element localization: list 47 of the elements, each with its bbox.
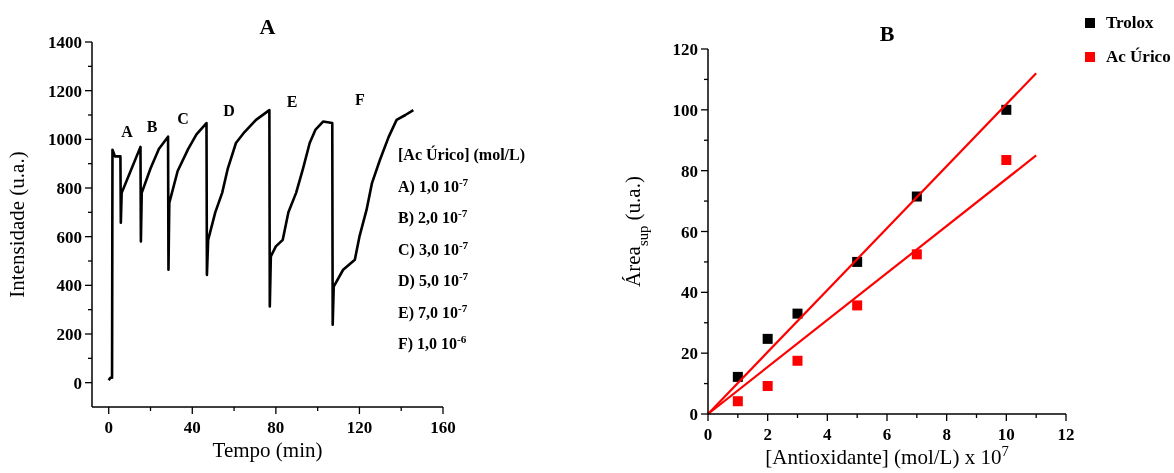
y-tick-label: 40 xyxy=(681,283,698,303)
y-tick-label: 1400 xyxy=(48,33,82,52)
annotation: F) 1,0 10$^{-6}$ xyxy=(398,333,467,353)
x-tick-label: 2 xyxy=(763,425,772,444)
y-tick-label: 600 xyxy=(56,227,82,247)
legend-label: Ac Úrico xyxy=(1106,47,1171,66)
legend-label: Trolox xyxy=(1106,13,1155,32)
annotation: C) 3,0 10$^{-7}$ xyxy=(398,238,469,259)
x-tick-label: 40 xyxy=(183,418,201,437)
y-axis-title: Intensidade (u.a.) xyxy=(5,151,29,298)
x-axis-title: [Antioxidante] (mol/L) x 10$^{7}$ xyxy=(765,443,1009,469)
annotation: B) 2,0 10$^{-7}$ xyxy=(398,207,468,227)
annotation: D) 5,0 10$^{-7}$ xyxy=(398,270,469,290)
y-tick-label: 0 xyxy=(689,405,698,424)
annotation: B xyxy=(146,118,158,135)
x-tick-label: 12 xyxy=(1057,425,1075,444)
y-tick-label: 60 xyxy=(681,222,698,242)
y-tick-label: 0 xyxy=(73,373,82,393)
x-tick-label: 160 xyxy=(430,418,456,437)
x-tick-label: 80 xyxy=(267,418,285,437)
x-tick-label: 0 xyxy=(703,425,713,444)
y-tick-label: 20 xyxy=(681,344,698,364)
x-tick-label: 120 xyxy=(346,418,373,437)
annotation: E) 7,0 10$^{-7}$ xyxy=(398,301,468,322)
annotation: A xyxy=(121,123,134,140)
y-tick-label: 1000 xyxy=(48,130,82,150)
x-tick-label: 0 xyxy=(104,418,113,437)
y-tick-label: 100 xyxy=(672,100,698,120)
annotation: E xyxy=(286,93,298,110)
x-tick-label: 8 xyxy=(942,425,951,444)
annotation: A) 1,0 10$^{-7}$ xyxy=(398,175,469,196)
chart-title: A xyxy=(259,14,276,39)
x-axis-title: Tempo (min) xyxy=(212,438,323,462)
y-tick-label: 80 xyxy=(681,161,698,181)
y-tick-label: 800 xyxy=(56,179,82,198)
annotation: F xyxy=(355,91,366,108)
annotation: D xyxy=(223,102,235,119)
x-tick-label: 6 xyxy=(882,425,892,444)
chart-title: B xyxy=(879,21,895,46)
y-tick-label: 120 xyxy=(672,40,698,59)
annotation: [Ac Úrico] (mol/L) xyxy=(398,145,526,164)
x-tick-label: 4 xyxy=(823,425,833,444)
annotation: C xyxy=(177,110,189,127)
x-tick-label: 10 xyxy=(997,425,1015,444)
y-tick-label: 1200 xyxy=(48,81,82,101)
y-tick-label: 400 xyxy=(56,276,82,296)
y-tick-label: 200 xyxy=(56,325,82,344)
